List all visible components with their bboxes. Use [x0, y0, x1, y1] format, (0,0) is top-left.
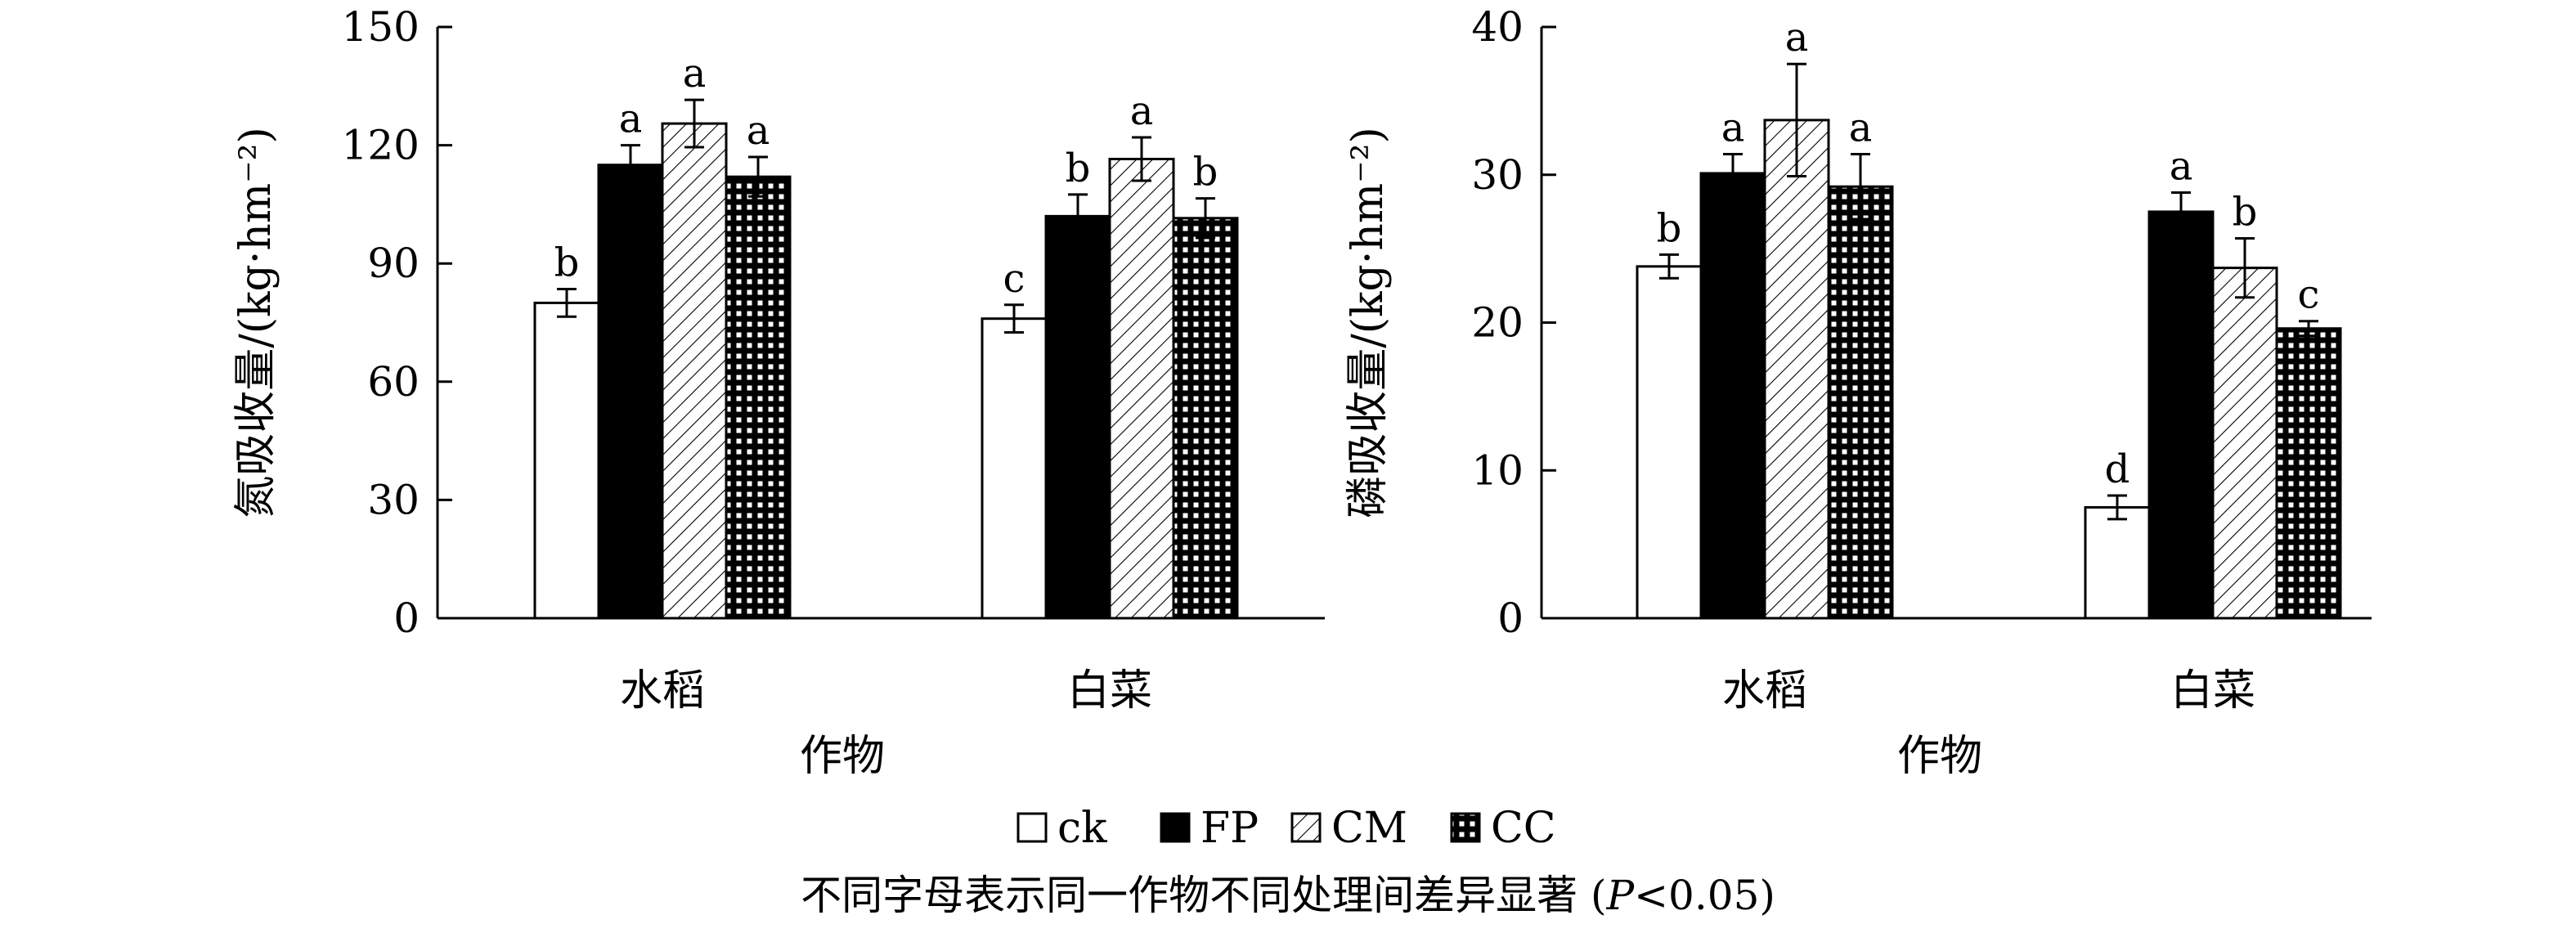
- significance-letter: c: [2298, 272, 2320, 318]
- error-bar: [748, 155, 768, 198]
- y-tick-label: 10: [1471, 446, 1524, 494]
- bar-CM-0: [1763, 119, 1830, 620]
- error-bar: [1132, 136, 1151, 182]
- significance-letter: b: [554, 240, 580, 286]
- bar-CC-0: [1827, 185, 1894, 620]
- error-bar: [1004, 303, 1024, 334]
- y-tick-label: 0: [1497, 594, 1524, 642]
- category-label: 白菜: [2170, 666, 2255, 715]
- legend-label: CC: [1491, 804, 1556, 853]
- significance-letter: a: [1849, 105, 1873, 150]
- error-bar: [557, 288, 577, 318]
- y-tick-label: 30: [1471, 151, 1524, 199]
- x-axis-title: 作物: [1897, 732, 1982, 781]
- x-axis-title: 作物: [800, 732, 885, 781]
- legend-label: CM: [1331, 804, 1407, 853]
- significance-letter: a: [1721, 105, 1745, 150]
- legend-item-ck: ck: [1016, 804, 1107, 853]
- legend-swatch: [1016, 812, 1048, 843]
- significance-letter: a: [1130, 88, 1154, 134]
- legend-swatch: [1450, 812, 1481, 843]
- significance-letter: b: [1066, 146, 1091, 191]
- legend-label: FP: [1200, 804, 1259, 853]
- significance-letter: a: [1785, 15, 1809, 61]
- y-tick-label: 0: [393, 594, 420, 642]
- error-bar: [1068, 193, 1088, 240]
- y-tick-label: 30: [367, 476, 420, 523]
- bar-CC-0: [725, 175, 792, 620]
- y-tick-label: 20: [1471, 299, 1524, 347]
- error-bar: [1659, 253, 1679, 280]
- error-bar: [2235, 236, 2255, 299]
- category-label: 水稻: [1722, 666, 1807, 715]
- bar-CM-0: [661, 122, 728, 620]
- bar-CM-1: [2211, 267, 2278, 620]
- legend: ck FP CM CC: [1016, 804, 1556, 853]
- bar-ck-1: [981, 317, 1048, 620]
- y-tick-label: 60: [367, 358, 420, 406]
- significance-letter: a: [683, 51, 707, 96]
- significance-letter: a: [619, 96, 643, 142]
- significance-letter: b: [1193, 150, 1218, 195]
- y-tick-label: 90: [367, 240, 420, 287]
- significance-letter: a: [2170, 143, 2193, 189]
- error-bar: [1196, 197, 1215, 240]
- significance-letter: d: [2105, 446, 2130, 492]
- caption: 不同字母表示同一作物不同处理间差异显著 (P<0.05): [801, 872, 1775, 919]
- y-tick-label: 150: [342, 3, 420, 51]
- bar-FP-1: [1044, 214, 1111, 620]
- legend-swatch: [1160, 812, 1191, 843]
- error-bar: [1851, 152, 1870, 221]
- y-axis-title: 氮吸收量/(kg·hm⁻²): [231, 127, 280, 518]
- error-bar: [2107, 494, 2127, 521]
- error-bar: [1723, 152, 1743, 194]
- y-tick-label: 120: [342, 122, 420, 169]
- error-bar: [1787, 62, 1806, 178]
- significance-letter: a: [747, 108, 770, 154]
- significance-letter: c: [1003, 256, 1025, 302]
- legend-item-cm: CM: [1290, 804, 1407, 853]
- significance-letter: b: [1657, 205, 1682, 251]
- legend-item-cc: CC: [1450, 804, 1556, 853]
- legend-label: ck: [1057, 804, 1107, 853]
- significance-letter: b: [2233, 189, 2258, 235]
- error-bar: [2171, 191, 2191, 232]
- bar-CM-1: [1108, 157, 1175, 620]
- legend-item-fp: FP: [1160, 804, 1259, 853]
- category-label: 白菜: [1067, 666, 1152, 715]
- error-bar: [684, 98, 704, 149]
- y-tick-label: 40: [1471, 3, 1524, 51]
- bar-FP-0: [597, 164, 664, 620]
- error-bar: [2299, 320, 2318, 338]
- bar-CC-1: [1172, 217, 1239, 620]
- bar-ck-0: [1636, 265, 1703, 620]
- category-label: 水稻: [620, 666, 705, 715]
- bar-FP-1: [2147, 210, 2215, 620]
- bar-CC-1: [2275, 327, 2342, 620]
- error-bar: [621, 144, 640, 186]
- bar-ck-0: [533, 301, 600, 620]
- nitrogen-uptake-chart: 0306090120150baaa水稻cbab白菜作物氮吸收量/(kg·hm⁻²…: [231, 3, 1325, 781]
- bar-FP-0: [1699, 172, 1766, 620]
- legend-swatch: [1290, 812, 1322, 843]
- bar-ck-1: [2084, 505, 2151, 620]
- y-axis-title: 磷吸收量/(kg·hm⁻²): [1344, 127, 1393, 518]
